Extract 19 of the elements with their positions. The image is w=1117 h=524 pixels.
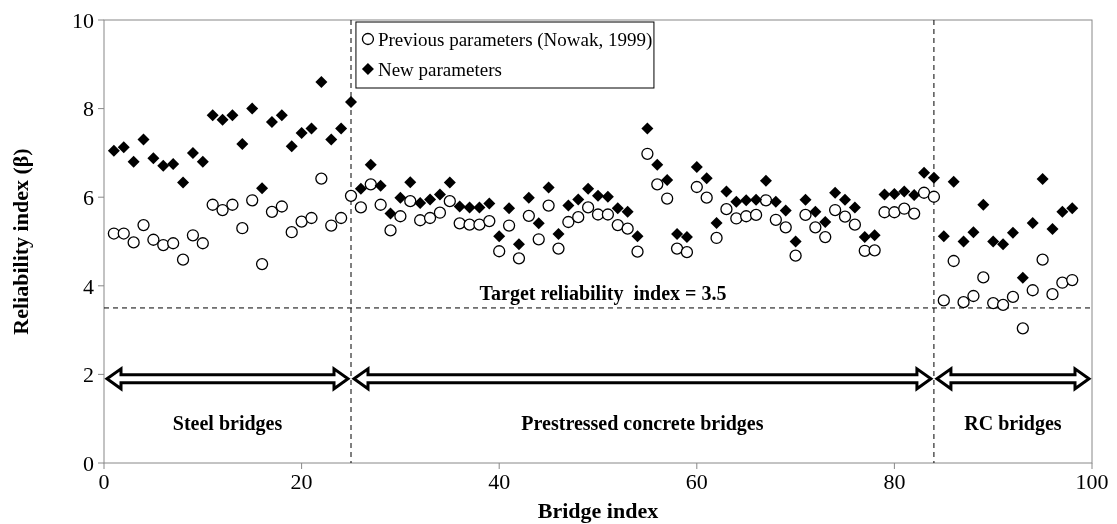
annotation: Prestressed concrete bridges [521,412,764,436]
legend-label: Previous parameters (Nowak, 1999) [377,28,653,51]
y-tick-label: 8 [83,96,94,122]
x-tick-label: 20 [290,469,313,494]
y-tick-label: 6 [83,184,94,210]
y-tick-label: 10 [72,7,94,33]
x-tick-label: 80 [883,469,906,494]
annotation: Steel bridges [172,412,283,436]
y-tick-label: 4 [83,273,94,299]
y-axis-title: Reliability index (β) [8,148,33,335]
annotation: RC bridges [964,412,1062,436]
legend-label: New parameters [377,58,502,80]
x-tick-label: 100 [1075,469,1109,494]
ref-line-label: Target reliability index = 3.5 [479,281,727,305]
x-axis-title: Bridge index [537,498,659,523]
x-tick-label: 40 [488,469,511,494]
y-tick-label: 2 [83,362,94,388]
y-tick-label: 0 [83,450,94,476]
x-tick-label: 60 [685,469,708,494]
